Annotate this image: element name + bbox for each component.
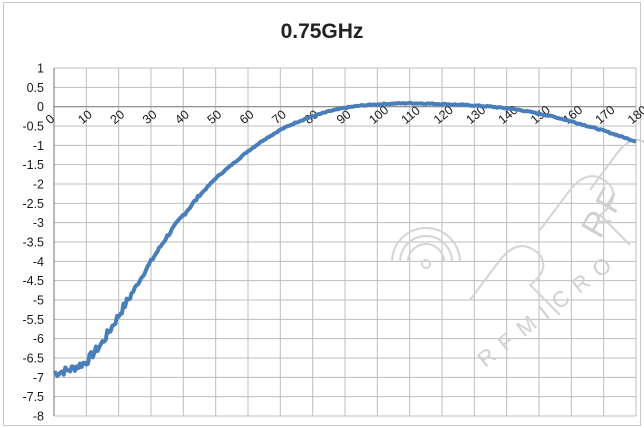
y-tick-label: -2.5 [22,197,44,211]
y-tick-label: -1.5 [22,158,44,172]
y-tick-label: -2 [33,178,44,192]
x-tick-label: 20 [108,107,128,127]
y-tick-label: -8 [33,410,44,424]
y-tick-label: -7.5 [22,390,44,404]
y-tick-label: -5 [33,294,44,308]
y-tick-label: -4 [33,255,44,269]
x-tick-label: 30 [140,107,160,127]
y-axis-tick-labels: 1 0.5 0 -0.5 -1 -1.5 -2 -2.5 -3 -3.5 -4 -4.5 -5 -5.5 -… [22,62,44,424]
y-tick-label: -0.5 [22,120,44,134]
y-tick-label: 0.5 [27,81,44,95]
x-tick-label: 70 [269,107,289,127]
y-tick-label: -6 [33,332,44,346]
y-tick-label: -3.5 [22,236,44,250]
x-tick-label: 0 [43,112,57,127]
x-tick-label: 10 [75,107,95,127]
watermark-brand: RF [574,179,634,244]
y-tick-label: 0 [37,100,44,114]
y-tick-label: -1 [33,139,44,153]
chart-title: 0.75GHz [280,20,364,43]
y-tick-label: -4.5 [22,274,44,288]
y-tick-label: 1 [37,62,44,76]
series-line [53,100,637,378]
series-group [53,100,637,378]
watermark-logo: RFMICRO RF [391,139,644,372]
chart-frame [3,2,641,426]
y-tick-label: -5.5 [22,313,44,327]
y-tick-label: -6.5 [22,352,44,366]
y-tick-label: -3 [33,216,44,230]
y-tick-label: -7 [33,371,44,385]
x-tick-label: 60 [237,107,257,127]
gridlines [53,67,637,417]
x-tick-label: 40 [172,107,192,127]
x-tick-label: 50 [205,107,225,127]
